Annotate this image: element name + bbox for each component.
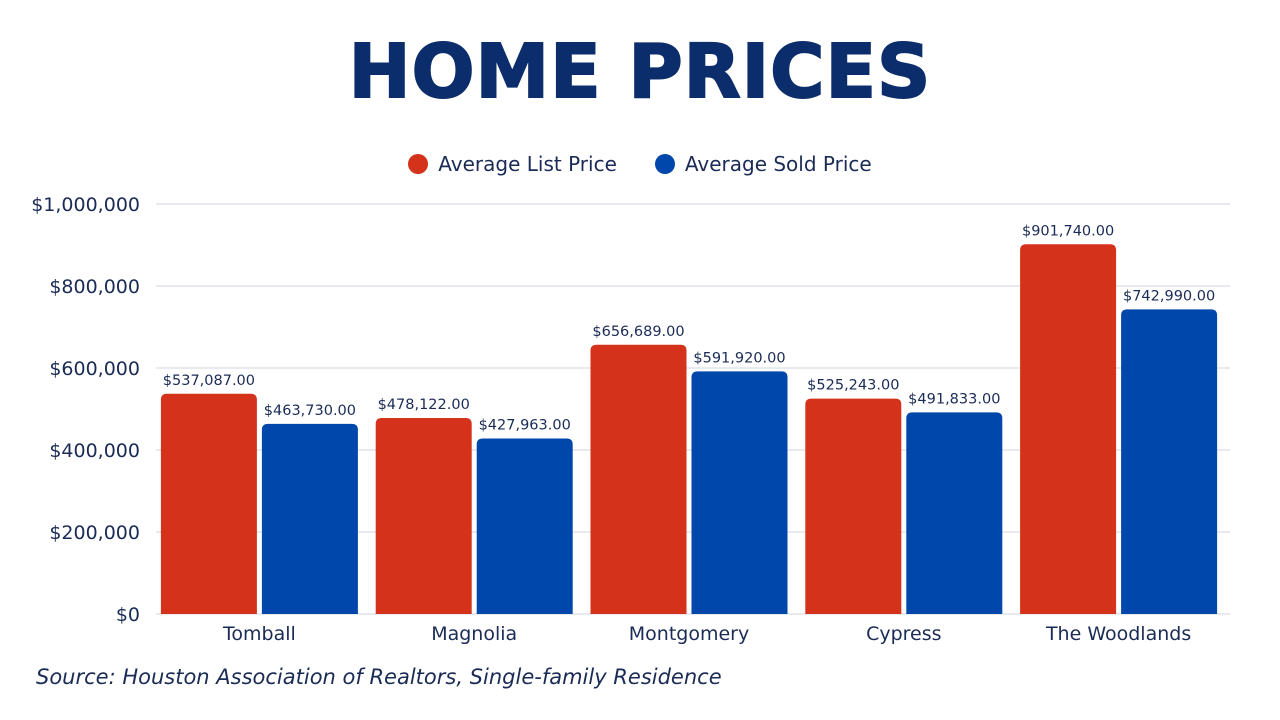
bar-sold <box>261 423 358 614</box>
y-tick-label: $200,000 <box>49 522 140 544</box>
bar-list <box>805 398 902 614</box>
source-note: Source: Houston Association of Realtors,… <box>36 665 722 689</box>
data-label: $591,920.00 <box>693 350 785 366</box>
bar-sold <box>1121 309 1218 614</box>
data-label: $742,990.00 <box>1123 288 1215 304</box>
y-tick-label: $0 <box>116 604 140 626</box>
data-label: $427,963.00 <box>479 418 571 434</box>
data-label: $525,243.00 <box>807 378 899 394</box>
legend-dot-list-icon <box>408 154 429 174</box>
x-tick-label: Montgomery <box>629 623 749 645</box>
bar-list <box>590 344 687 614</box>
x-tick-label: Magnolia <box>431 623 517 645</box>
x-tick-label: The Woodlands <box>1045 623 1191 645</box>
legend-label-list: Average List Price <box>438 152 617 176</box>
data-label: $901,740.00 <box>1022 223 1114 239</box>
bar-sold <box>691 371 788 614</box>
x-tick-label: Tomball <box>222 623 296 645</box>
bar-sold <box>476 438 573 614</box>
data-label: $656,689.00 <box>592 324 684 340</box>
y-tick-label: $1,000,000 <box>31 194 140 216</box>
y-tick-label: $800,000 <box>49 276 140 298</box>
legend: Average List Price Average Sold Price <box>0 152 1280 176</box>
x-tick-label: Cypress <box>866 623 941 645</box>
bar-list <box>160 393 257 614</box>
chart-title: HOME PRICES <box>348 28 932 116</box>
data-label: $537,087.00 <box>163 373 255 389</box>
data-label: $463,730.00 <box>264 403 356 419</box>
legend-item-list: Average List Price <box>408 152 617 176</box>
data-label: $478,122.00 <box>378 397 470 413</box>
y-tick-label: $600,000 <box>49 358 140 380</box>
bar-list <box>1020 244 1117 614</box>
y-tick-label: $400,000 <box>49 440 140 462</box>
legend-item-sold: Average Sold Price <box>654 152 872 176</box>
bar-sold <box>906 412 1003 614</box>
bar-list <box>375 417 472 614</box>
data-label: $491,833.00 <box>908 391 1000 407</box>
legend-dot-sold-icon <box>654 154 675 174</box>
legend-label-sold: Average Sold Price <box>684 152 872 176</box>
